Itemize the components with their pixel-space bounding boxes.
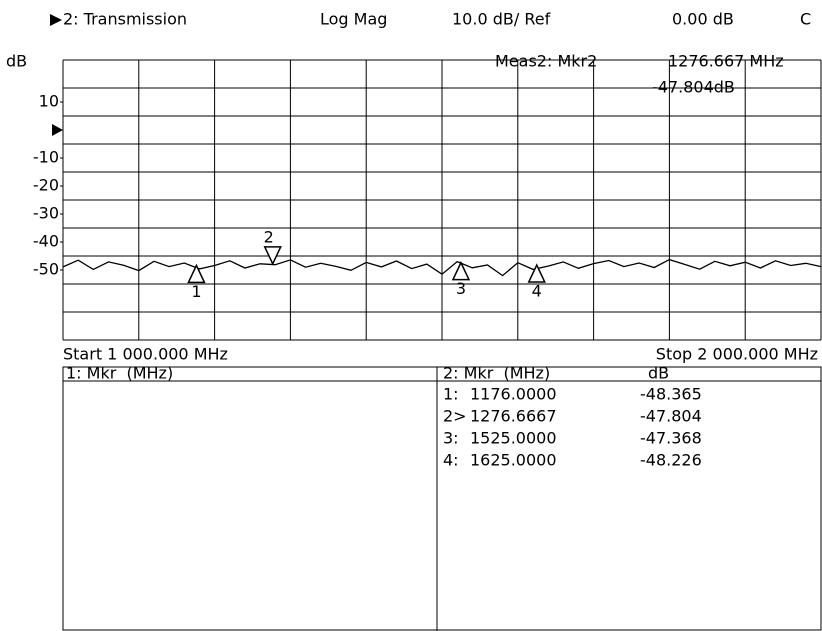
table-cell: 1525.0000 <box>470 429 557 448</box>
marker-label: 4 <box>532 282 542 301</box>
table-cell: -47.368 <box>640 429 702 448</box>
y-axis-label: dB <box>6 52 27 71</box>
table-cell: 4: <box>443 451 459 470</box>
marker-label: 2 <box>264 227 274 246</box>
reference-arrow <box>52 124 63 136</box>
marker <box>527 263 546 283</box>
trace <box>62 258 822 277</box>
scale: 10.0 dB/ Ref <box>452 10 551 29</box>
left-table-title: 1: Mkr (MHz) <box>66 364 173 383</box>
start-frequency: Start 1 000.000 MHz <box>63 345 228 364</box>
y-tick-label: -10 <box>33 148 59 167</box>
readout-title: Meas2: Mkr2 <box>495 52 597 71</box>
stop-frequency: Stop 2 000.000 MHz <box>656 345 818 364</box>
table-cell: -48.226 <box>640 451 702 470</box>
channel-indicator <box>50 14 62 26</box>
table-cell: 1: <box>443 385 459 404</box>
channel-title: 2: Transmission <box>63 10 187 29</box>
marker <box>187 263 206 284</box>
marker-label: 3 <box>456 279 466 298</box>
table-cell: 3: <box>443 429 459 448</box>
marker-table-frame <box>62 366 822 631</box>
y-tick-label: -20 <box>33 176 59 195</box>
status: C <box>800 10 811 29</box>
y-tick-label: -40 <box>33 232 59 251</box>
marker <box>263 246 282 266</box>
right-table-header: dB <box>648 364 669 383</box>
y-tick-label: -30 <box>33 204 59 223</box>
table-cell: -47.804 <box>640 407 702 426</box>
marker-label: 1 <box>191 282 201 301</box>
reference: 0.00 dB <box>672 10 734 29</box>
table-cell: 1176.0000 <box>470 385 557 404</box>
y-tick-label: -50 <box>33 260 59 279</box>
table-cell: 2> <box>443 407 467 426</box>
y-tick-label: 10 <box>39 92 59 111</box>
readout-value: -47.804dB <box>652 78 735 97</box>
readout-frequency: 1276.667 MHz <box>668 52 784 71</box>
marker <box>451 260 471 281</box>
format: Log Mag <box>320 10 387 29</box>
table-cell: -48.365 <box>640 385 702 404</box>
right-table-header: 2: Mkr (MHz) <box>443 364 550 383</box>
table-cell: 1276.6667 <box>470 407 557 426</box>
table-cell: 1625.0000 <box>470 451 557 470</box>
